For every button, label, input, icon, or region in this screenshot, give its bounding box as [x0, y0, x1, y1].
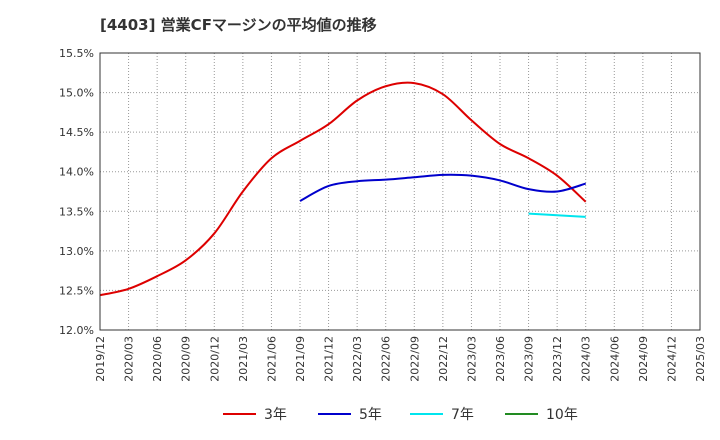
x-tick-label: 2020/09 [180, 336, 193, 382]
series-line-0 [99, 81, 587, 297]
x-tick-label: 2021/12 [323, 336, 336, 382]
legend-label-0: 3年 [264, 407, 287, 423]
x-tick-label: 2024/12 [665, 336, 678, 382]
grid [99, 52, 701, 331]
x-tick-label: 2021/03 [237, 336, 250, 382]
y-tick-label: 15.0% [59, 87, 94, 100]
series-line-2 [528, 212, 586, 218]
y-tick-label: 15.5% [59, 47, 94, 60]
plot-border [99, 52, 701, 331]
x-tick-label: 2023/12 [551, 336, 564, 382]
series-lines [99, 81, 587, 297]
x-tick-label: 2022/06 [380, 336, 393, 382]
x-tick-label: 2021/09 [294, 336, 307, 382]
x-tick-label: 2024/06 [608, 336, 621, 382]
x-tick-label: 2020/06 [151, 336, 164, 382]
y-axis: 12.0% 12.5% 13.0% 13.5% 14.0% 14.5% 15.0% 15.5% [59, 47, 94, 337]
y-tick-label: 14.0% [59, 166, 94, 179]
x-tick-label: 2021/06 [265, 336, 278, 382]
y-tick-label: 13.5% [59, 205, 94, 218]
x-tick-label: 2023/03 [465, 336, 478, 382]
x-tick-label: 2024/09 [637, 336, 650, 382]
x-tick-label: 2023/09 [523, 336, 536, 382]
legend-label-1: 5年 [359, 407, 382, 423]
x-tick-label: 2022/12 [437, 336, 450, 382]
legend: 3年 5年 7年 10年 [223, 407, 578, 423]
x-tick-label: 2023/06 [494, 336, 507, 382]
x-tick-label: 2022/03 [351, 336, 364, 382]
legend-label-2: 7年 [451, 407, 474, 423]
x-tick-label: 2019/12 [94, 336, 107, 382]
y-tick-label: 13.0% [59, 245, 94, 258]
legend-label-3: 10年 [546, 407, 578, 423]
x-tick-label: 2024/03 [580, 336, 593, 382]
chart-title: [4403] 営業CFマージンの平均値の推移 [100, 16, 377, 34]
x-axis: 2019/12 2020/03 2020/06 2020/09 2020/12 2021/… [94, 336, 707, 382]
x-tick-label: 2020/03 [123, 336, 136, 382]
y-tick-label: 12.5% [59, 284, 94, 297]
y-tick-label: 12.0% [59, 324, 94, 337]
x-tick-label: 2020/12 [208, 336, 221, 382]
series-line-1 [299, 173, 586, 202]
x-tick-label: 2025/03 [694, 336, 707, 382]
y-tick-label: 14.5% [59, 126, 94, 139]
x-tick-label: 2022/09 [408, 336, 421, 382]
